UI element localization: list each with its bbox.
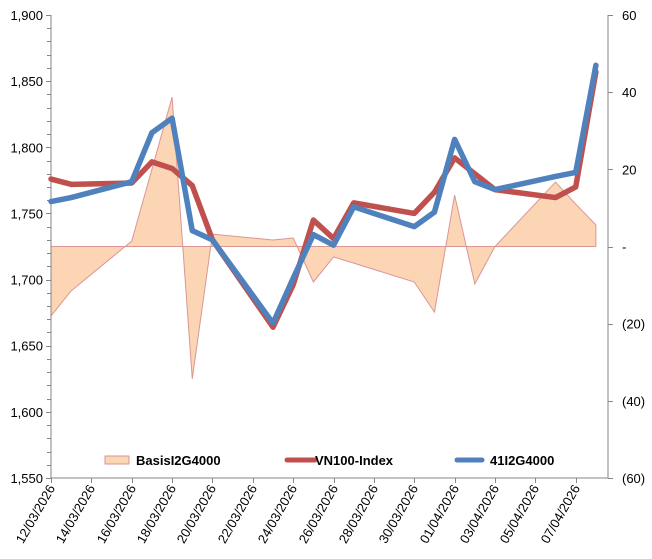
- y-left-tick-label: 1,850: [10, 74, 43, 89]
- y-left-tick-label: 1,800: [10, 140, 43, 155]
- y-right-tick-label: 60: [622, 8, 636, 23]
- x-tick-label: 12/03/2026: [13, 482, 59, 546]
- axes-layer: [46, 15, 613, 483]
- y-left-tick-label: 1,600: [10, 405, 43, 420]
- basis-area-outline: [50, 97, 597, 379]
- legend-item-41i2g4000[interactable]: 41I2G4000: [454, 453, 554, 468]
- y-right-tick-label: 20: [622, 162, 636, 177]
- y-right-tick-label: (20): [622, 317, 645, 332]
- x-tick-label: 16/03/2026: [94, 482, 140, 546]
- area-layer: [50, 97, 597, 379]
- y-left-tick-label: 1,650: [10, 339, 43, 354]
- x-tick-label: 20/03/2026: [174, 482, 220, 546]
- legend-item-basis[interactable]: BasisI2G4000: [104, 453, 221, 468]
- y-right-tick-label: (60): [622, 471, 645, 486]
- y-left-tick-label: 1,750: [10, 206, 43, 221]
- legend-label-basis: BasisI2G4000: [136, 453, 221, 468]
- x-tick-label: 30/03/2026: [376, 482, 422, 546]
- y-left-tick-label: 1,900: [10, 8, 43, 23]
- x-tick-label: 01/04/2026: [417, 482, 463, 546]
- x-tick-label: 22/03/2026: [215, 482, 261, 546]
- x-tick-label: 14/03/2026: [53, 482, 99, 546]
- x-tick-label: 28/03/2026: [336, 482, 382, 546]
- y-left-tick-label: 1,550: [10, 471, 43, 486]
- lines-layer: [48, 62, 599, 330]
- series-line-41i2g4000: [48, 62, 599, 326]
- x-tick-label: 18/03/2026: [134, 482, 180, 546]
- x-tick-label: 07/04/2026: [538, 482, 584, 546]
- x-tick-label: 26/03/2026: [296, 482, 342, 546]
- y-left-tick-label: 1,700: [10, 273, 43, 288]
- legend-swatch-basis: [104, 455, 130, 465]
- legend-label-41i2g4000: 41I2G4000: [490, 453, 554, 468]
- y-right-tick-label: 40: [622, 85, 636, 100]
- x-tick-label: 05/04/2026: [497, 482, 543, 546]
- y-right-tick-label: (40): [622, 394, 645, 409]
- legend-item-vn100[interactable]: VN100-Index: [284, 453, 394, 468]
- y-right-tick-label: -: [622, 240, 626, 255]
- x-tick-label: 24/03/2026: [255, 482, 301, 546]
- legend: BasisI2G4000 VN100-Index 41I2G4000: [104, 453, 554, 468]
- x-tick-label: 03/04/2026: [457, 482, 503, 546]
- series-line-vn100-index: [48, 69, 599, 330]
- legend-label-vn100: VN100-Index: [315, 453, 394, 468]
